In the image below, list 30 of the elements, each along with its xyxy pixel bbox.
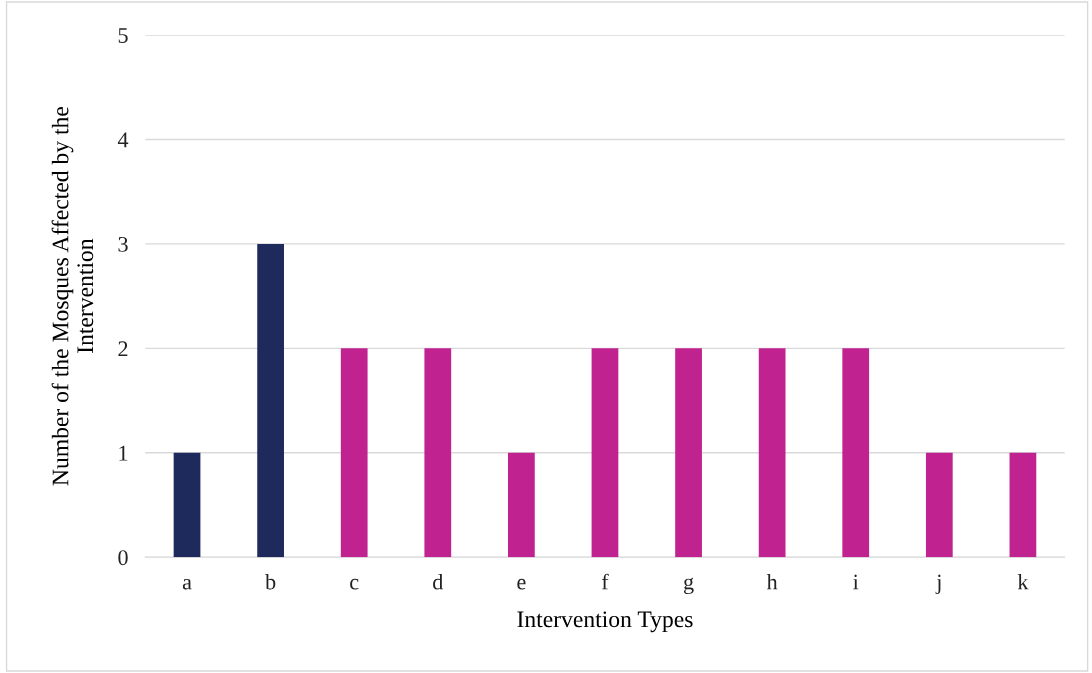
bar [842,348,870,558]
y-tick-label: 4 [117,132,129,148]
y-tick-label: 5 [118,28,128,43]
y-tick-label: 1 [119,445,128,461]
bar [340,348,368,558]
y-tick-label: 3 [118,236,128,252]
y-tick-label: 2 [118,341,128,357]
y-axis-title: Number of the Mosques Affected by the Intervention [51,107,94,486]
x-tick-label: i [853,574,859,590]
x-tick-label: h [766,573,778,590]
bar [758,348,786,558]
x-tick-label: a [182,578,192,590]
x-tick-label: e [517,578,526,590]
bar [424,348,452,558]
x-tick-label: g [683,577,694,595]
bar [257,243,284,558]
bar [675,348,702,558]
bar [173,452,201,558]
x-axis-title: Intervention Types [517,611,693,633]
bar [925,452,953,558]
x-tick-label: k [1017,573,1029,590]
x-tick-label: c [350,578,359,590]
bar [508,452,535,558]
bar [591,348,619,558]
bar [1009,452,1037,558]
x-tick-label: d [433,573,444,590]
x-tick-label: b [265,573,276,590]
x-tick-label: j [935,574,941,595]
y-tick-label: 0 [118,550,128,566]
x-tick-label: f [601,573,609,590]
